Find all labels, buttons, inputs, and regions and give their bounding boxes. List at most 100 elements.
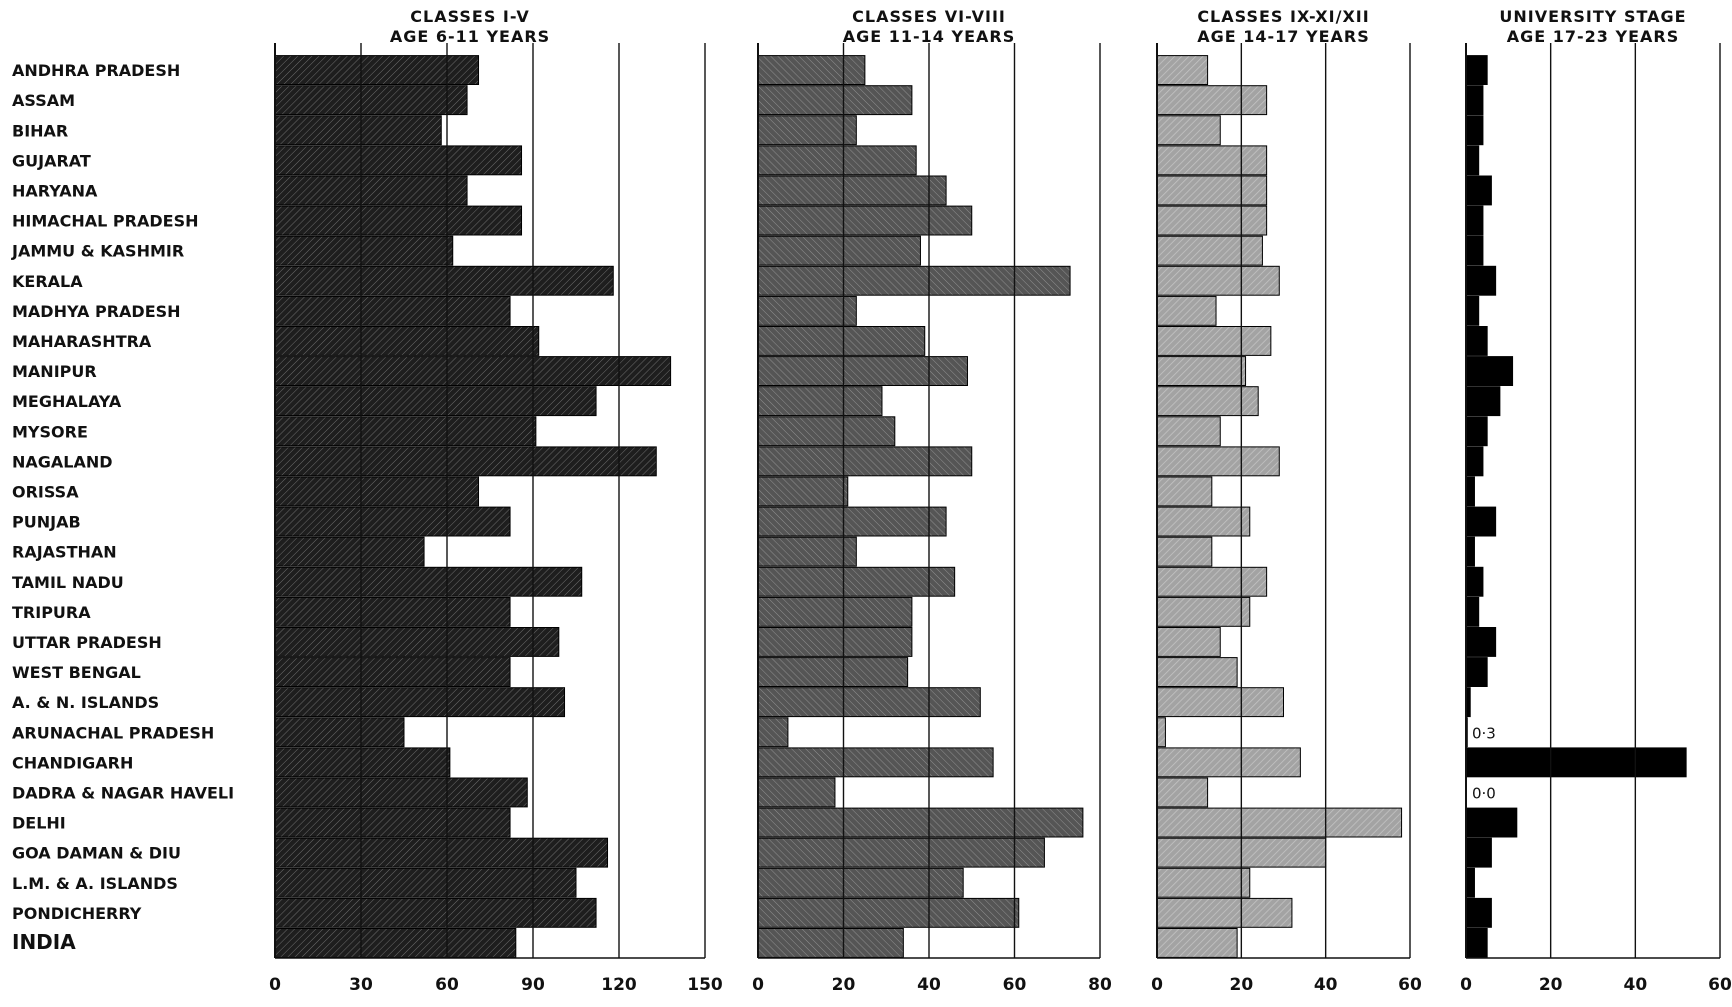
bar-panel2-arunachal-pradesh [757, 717, 789, 748]
tick-label-panel2-0: 0 [752, 975, 764, 995]
category-label-a-n-islands: A. & N. ISLANDS [12, 693, 159, 712]
bar-panel4-delhi [1465, 807, 1518, 838]
bar-panel1-pondicherry [274, 897, 597, 928]
category-label-dadra-nagar-haveli: DADRA & NAGAR HAVELI [12, 783, 234, 802]
tick-label-panel4-20: 20 [1539, 975, 1563, 995]
bar-panel2-goa-daman-diu [757, 837, 1045, 868]
tick-label-panel4-0: 0 [1460, 975, 1472, 995]
data-label-panel4-arunachal-pradesh: 0·3 [1472, 724, 1496, 742]
panel-1-title: CLASSES I-V [410, 7, 529, 26]
panel-2-title: CLASSES VI-VIII [852, 7, 1006, 26]
bar-panel1-maharashtra [274, 326, 540, 356]
bar-panel1-l-m-a-islands [274, 867, 577, 898]
bar-panel4-gujarat [1465, 145, 1480, 176]
tick-label-panel2-20: 20 [832, 975, 856, 995]
bar-panel1-uttar-pradesh [274, 627, 560, 657]
tick-label-panel3-60: 60 [1398, 975, 1422, 995]
bar-panel1-manipur [274, 356, 672, 387]
category-label-tamil-nadu: TAMIL NADU [12, 573, 124, 592]
bar-panel3-andhra-pradesh [1156, 55, 1209, 85]
tick-label-panel1-0: 0 [269, 975, 281, 995]
bar-panel3-maharashtra [1156, 326, 1272, 356]
bar-panel1-bihar [274, 115, 442, 146]
bar-panel1-delhi [274, 807, 511, 838]
bar-panel2-manipur [757, 356, 968, 387]
category-label-tripura: TRIPURA [12, 603, 91, 622]
bar-panel4-maharashtra [1465, 326, 1488, 356]
bar-panel3-jammu-kashmir [1156, 235, 1263, 266]
category-label-madhya-pradesh: MADHYA PRADESH [12, 302, 181, 321]
bar-panel3-himachal-pradesh [1156, 205, 1268, 236]
bar-panel4-orissa [1465, 476, 1475, 507]
bar-panel4-uttar-pradesh [1465, 627, 1497, 657]
bar-panel2-uttar-pradesh [757, 627, 913, 657]
bar-panel3-meghalaya [1156, 386, 1259, 417]
panel-4-subtitle: AGE 17-23 YEARS [1507, 27, 1680, 46]
bar-panel2-maharashtra [757, 326, 926, 356]
bar-panel1-jammu-kashmir [274, 235, 454, 266]
bar-panel4-goa-daman-diu [1465, 837, 1492, 868]
bar-panel4-andhra-pradesh [1465, 55, 1488, 85]
bar-panel1-a-n-islands [274, 687, 566, 718]
bar-panel4-manipur [1465, 356, 1514, 387]
bar-panel3-manipur [1156, 356, 1247, 387]
bar-panel1-orissa [274, 476, 480, 507]
tick-label-panel3-20: 20 [1229, 975, 1253, 995]
tick-label-panel4-60: 60 [1708, 975, 1732, 995]
bar-panel2-delhi [757, 807, 1084, 838]
category-label-orissa: ORISSA [12, 482, 79, 501]
bar-panel3-rajasthan [1156, 536, 1213, 567]
tick-label-panel3-40: 40 [1314, 975, 1338, 995]
bar-panel4-rajasthan [1465, 536, 1475, 567]
bar-panel3-haryana [1156, 175, 1268, 206]
bar-panel2-nagaland [757, 446, 973, 477]
tick-label-panel4-40: 40 [1623, 975, 1647, 995]
bar-panel1-arunachal-pradesh [274, 717, 405, 748]
bar-panel4-mysore [1465, 416, 1488, 447]
category-label-l-m-a-islands: L.M. & A. ISLANDS [12, 874, 178, 893]
bar-panel2-l-m-a-islands [757, 867, 964, 898]
bar-panel1-andhra-pradesh [274, 55, 480, 85]
bar-panel1-haryana [274, 175, 468, 206]
category-label-pondicherry: PONDICHERRY [12, 904, 142, 923]
bar-panel4-himachal-pradesh [1465, 205, 1484, 236]
bar-panel3-punjab [1156, 506, 1251, 537]
bar-panel4-madhya-pradesh [1465, 295, 1480, 326]
bar-panel2-chandigarh [757, 747, 994, 778]
panel-3-subtitle: AGE 14-17 YEARS [1197, 27, 1370, 46]
category-label-rajasthan: RAJASTHAN [12, 543, 117, 562]
bar-panel3-delhi [1156, 807, 1403, 838]
bar-panel1-india [274, 928, 517, 958]
bar-panel1-west-bengal [274, 657, 511, 687]
bar-panel2-andhra-pradesh [757, 55, 866, 85]
bar-panel3-arunachal-pradesh [1156, 717, 1166, 748]
bar-panel3-uttar-pradesh [1156, 627, 1221, 657]
bar-panel2-mysore [757, 416, 896, 447]
category-label-bihar: BIHAR [12, 121, 68, 140]
bar-panel1-goa-daman-diu [274, 837, 609, 868]
bar-panel1-gujarat [274, 145, 523, 176]
bar-panel2-haryana [757, 175, 947, 206]
bar-panel1-kerala [274, 265, 614, 296]
bar-panel2-madhya-pradesh [757, 295, 857, 326]
bar-panel4-kerala [1465, 265, 1497, 296]
bar-panel3-nagaland [1156, 446, 1280, 477]
bar-panel2-tamil-nadu [757, 566, 956, 597]
bar-panel1-himachal-pradesh [274, 205, 523, 236]
bar-panel1-punjab [274, 506, 511, 537]
bar-panel3-assam [1156, 85, 1268, 116]
category-label-maharashtra: MAHARASHTRA [12, 332, 152, 351]
category-label-mysore: MYSORE [12, 422, 88, 441]
bar-panel1-madhya-pradesh [274, 295, 511, 326]
bar-panel2-tripura [757, 596, 913, 627]
bar-panel3-kerala [1156, 265, 1280, 296]
bar-panel2-a-n-islands [757, 687, 981, 718]
panel-3-title: CLASSES IX-XI/XII [1197, 7, 1369, 26]
category-label-delhi: DELHI [12, 814, 66, 833]
bar-panel3-mysore [1156, 416, 1221, 447]
bar-panel4-jammu-kashmir [1465, 235, 1484, 266]
bar-panel1-rajasthan [274, 536, 425, 567]
bar-panel4-l-m-a-islands [1465, 867, 1475, 898]
